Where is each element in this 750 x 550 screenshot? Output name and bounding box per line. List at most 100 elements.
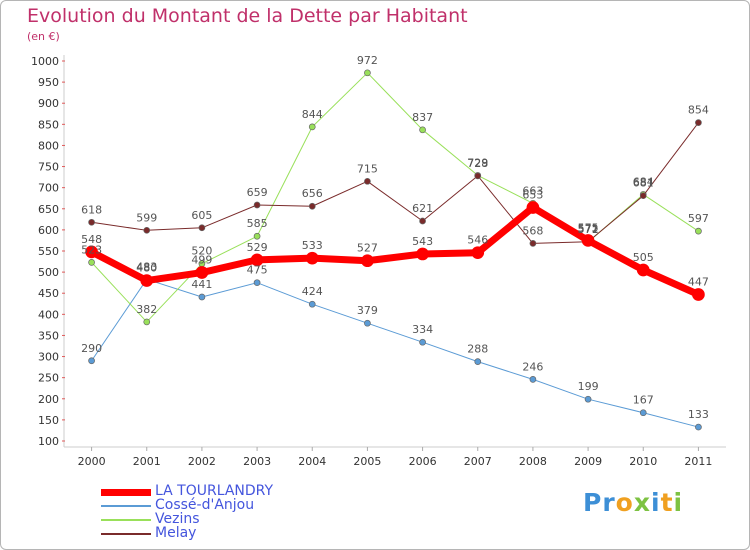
data-label: 382 bbox=[136, 303, 157, 316]
y-tick-label: 650 bbox=[38, 203, 59, 216]
data-point bbox=[308, 123, 316, 131]
data-point bbox=[695, 119, 702, 126]
data-label: 483 bbox=[136, 260, 157, 273]
data-label: 854 bbox=[688, 104, 709, 117]
chart-title: Evolution du Montant de la Dette par Hab… bbox=[27, 5, 468, 27]
data-point bbox=[143, 226, 151, 234]
data-label: 605 bbox=[191, 209, 212, 222]
data-label: 290 bbox=[81, 342, 102, 355]
data-label: 523 bbox=[81, 243, 102, 256]
data-point bbox=[416, 247, 429, 261]
data-point bbox=[584, 395, 592, 403]
data-label: 663 bbox=[522, 184, 543, 197]
data-label: 447 bbox=[688, 275, 709, 288]
data-label: 571 bbox=[578, 223, 599, 236]
x-tick-label: 2000 bbox=[78, 455, 106, 468]
data-labels: 290 483 441 475 424 379 334 288 246 199 167 133 523 3… bbox=[81, 54, 709, 421]
data-label: 715 bbox=[357, 162, 378, 175]
proxiti-logo: Proxiti bbox=[583, 488, 684, 517]
data-label: 844 bbox=[302, 108, 323, 121]
legend-label: Melay bbox=[155, 525, 197, 541]
y-tick-label: 1000 bbox=[31, 55, 59, 68]
x-tick-label: 2008 bbox=[519, 455, 547, 468]
x-tick-label: 2004 bbox=[298, 455, 326, 468]
data-label: 597 bbox=[688, 212, 709, 225]
y-tick-label: 600 bbox=[38, 224, 59, 237]
x-tick-label: 2011 bbox=[684, 455, 712, 468]
legend-label: Cossé-d'Anjou bbox=[155, 497, 255, 513]
y-tick-label: 800 bbox=[38, 139, 59, 152]
data-point bbox=[529, 376, 537, 383]
data-label: 246 bbox=[522, 360, 543, 373]
x-tick-label: 2010 bbox=[629, 455, 657, 468]
data-label: 480 bbox=[136, 262, 157, 275]
data-label: 837 bbox=[412, 111, 433, 124]
data-point bbox=[195, 266, 209, 279]
data-point bbox=[419, 217, 426, 225]
x-tick-label: 2003 bbox=[243, 455, 271, 468]
data-point bbox=[198, 224, 206, 232]
data-point bbox=[253, 279, 261, 287]
data-point bbox=[692, 288, 705, 301]
y-tick-label: 500 bbox=[38, 266, 59, 279]
data-label: 548 bbox=[81, 233, 102, 246]
data-point bbox=[529, 240, 537, 247]
data-point bbox=[526, 201, 540, 214]
y-tick-label: 450 bbox=[38, 287, 59, 300]
data-label: 529 bbox=[247, 241, 268, 254]
y-tick-label: 950 bbox=[38, 76, 59, 89]
data-label: 972 bbox=[357, 54, 378, 67]
data-label: 543 bbox=[412, 235, 433, 248]
data-point bbox=[636, 263, 650, 277]
data-point bbox=[143, 318, 151, 326]
y-tick-label: 350 bbox=[38, 329, 59, 342]
data-label: 585 bbox=[247, 217, 268, 230]
series-line bbox=[89, 204, 700, 298]
data-label: 520 bbox=[191, 245, 212, 258]
data-point bbox=[88, 218, 95, 226]
data-label: 575 bbox=[578, 221, 599, 234]
legend-label: LA TOURLANDRY bbox=[155, 483, 274, 499]
data-label: 288 bbox=[467, 343, 488, 356]
data-label: 499 bbox=[191, 254, 212, 267]
series-line bbox=[91, 72, 699, 323]
data-label: 546 bbox=[467, 234, 488, 247]
data-point bbox=[305, 251, 319, 265]
x-tick-label: 2009 bbox=[574, 455, 602, 468]
data-label: 653 bbox=[522, 189, 543, 202]
data-label: 379 bbox=[357, 304, 378, 317]
data-label: 475 bbox=[247, 264, 268, 277]
legend-swatch bbox=[101, 519, 151, 521]
data-point bbox=[88, 259, 95, 266]
data-point bbox=[471, 246, 485, 260]
data-label: 618 bbox=[81, 203, 102, 216]
legend-swatch bbox=[101, 489, 151, 496]
data-point bbox=[85, 245, 98, 259]
data-label: 167 bbox=[633, 394, 654, 407]
series-line bbox=[91, 278, 699, 428]
data-point bbox=[140, 274, 154, 287]
y-tick-label: 550 bbox=[38, 245, 59, 258]
data-label: 684 bbox=[633, 175, 654, 188]
data-label: 728 bbox=[467, 157, 488, 170]
x-tick-label: 2001 bbox=[133, 455, 161, 468]
data-point bbox=[364, 69, 371, 77]
data-point bbox=[253, 201, 261, 209]
data-label: 533 bbox=[302, 239, 323, 252]
y-tick-label: 700 bbox=[38, 182, 59, 195]
data-point bbox=[474, 172, 482, 180]
data-label: 729 bbox=[467, 156, 488, 169]
data-label: 599 bbox=[136, 211, 157, 224]
data-point bbox=[639, 409, 647, 417]
x-tick-label: 2005 bbox=[353, 455, 381, 468]
y-tick-label: 900 bbox=[38, 97, 59, 110]
data-point bbox=[581, 234, 595, 247]
data-label: 505 bbox=[633, 251, 654, 264]
y-tick-label: 100 bbox=[38, 435, 59, 448]
y-tick-label: 850 bbox=[38, 118, 59, 131]
data-label: 133 bbox=[688, 408, 709, 421]
data-point bbox=[88, 357, 95, 365]
data-point bbox=[308, 202, 316, 210]
